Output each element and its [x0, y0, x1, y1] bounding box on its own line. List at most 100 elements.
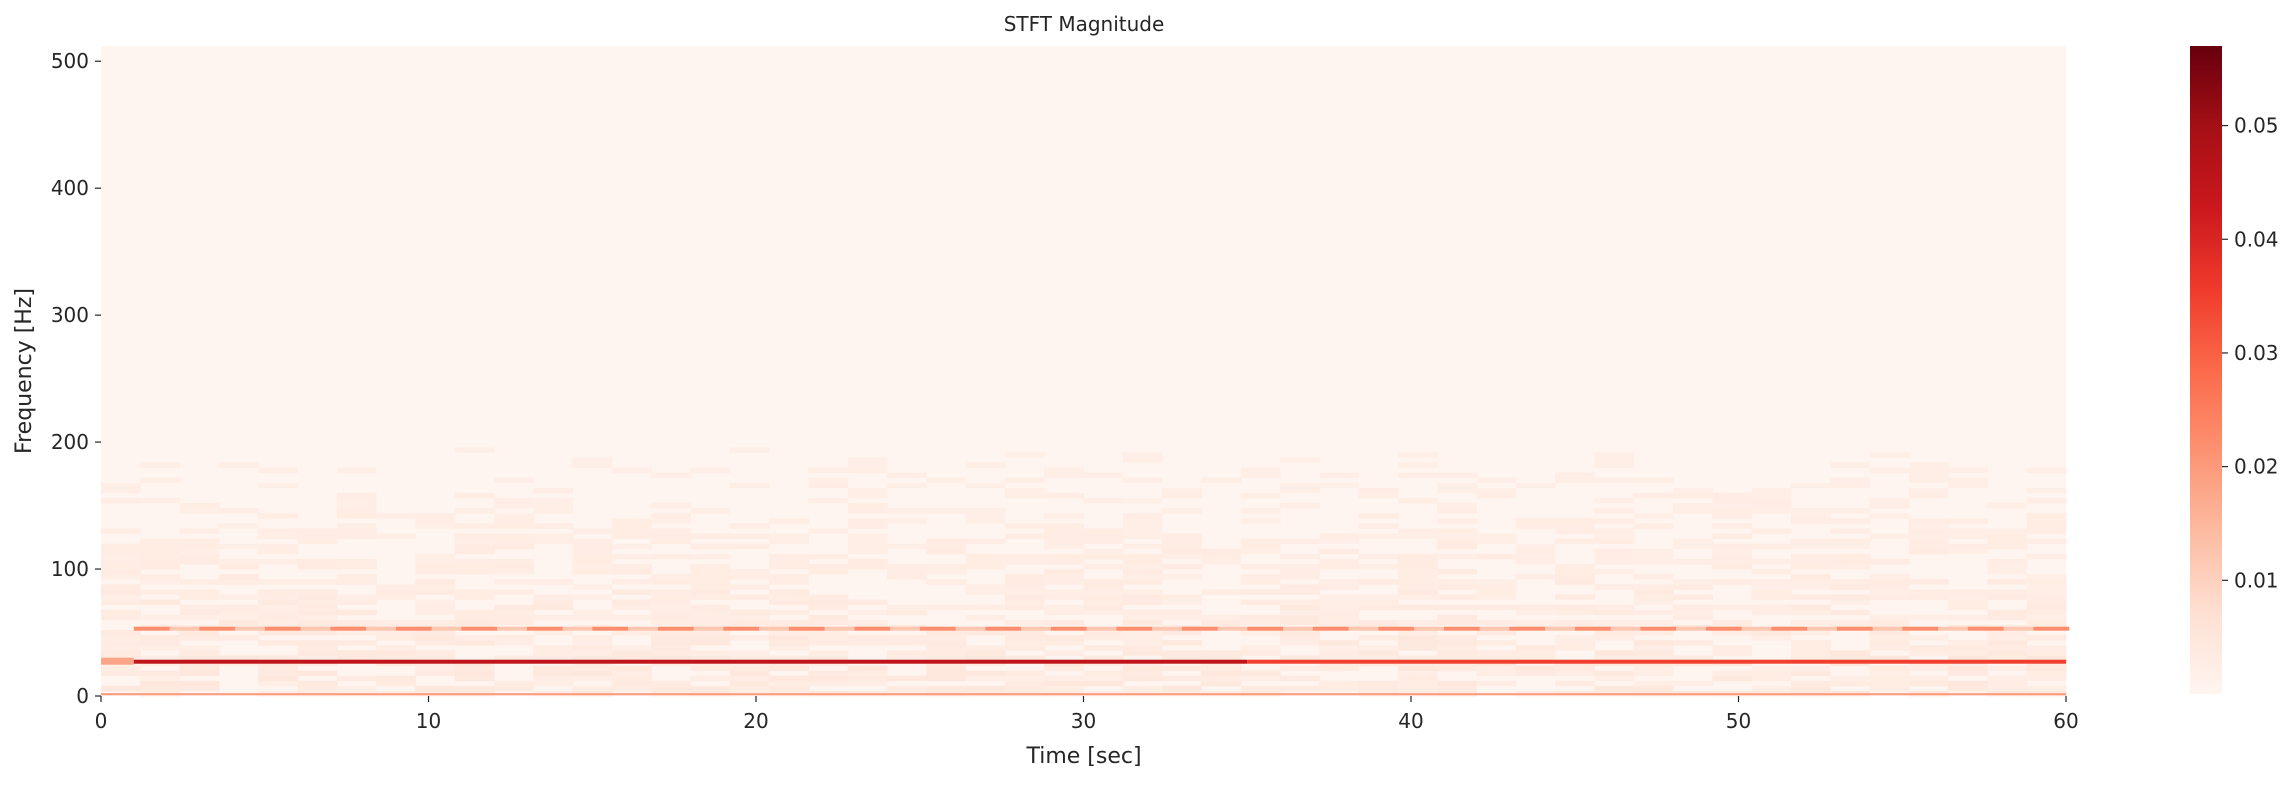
- heatmap-cell: [729, 482, 770, 489]
- heatmap-cell: [336, 528, 377, 534]
- heatmap-cell: [101, 569, 141, 575]
- heatmap-cell: [140, 558, 181, 565]
- heatmap-cell: [1790, 685, 1831, 692]
- heatmap-cell: [533, 533, 574, 539]
- heatmap-cell: [415, 685, 456, 692]
- heatmap-cell: [1673, 594, 1713, 600]
- heatmap-cell: [1790, 640, 1831, 646]
- heatmap-cell: [1201, 655, 1242, 661]
- heatmap-cell: [494, 513, 534, 519]
- heatmap-cell: [572, 553, 613, 560]
- heatmap-cell: [1555, 604, 1595, 611]
- frequency-band-segment: [562, 626, 593, 631]
- heatmap-cell: [297, 533, 338, 539]
- heatmap-cell: [140, 680, 181, 687]
- heatmap-cell: [1633, 513, 1674, 519]
- heatmap-cell: [494, 614, 534, 621]
- heatmap-cell: [1712, 548, 1753, 555]
- heatmap-cell: [179, 538, 220, 545]
- heatmap-cell: [1280, 640, 1320, 646]
- frequency-band-segment: [824, 626, 855, 631]
- heatmap-cell: [1201, 619, 1242, 626]
- heatmap-cell: [1476, 640, 1517, 646]
- heatmap-cell: [297, 604, 338, 611]
- heatmap-cell: [729, 665, 770, 671]
- heatmap-cell: [1397, 630, 1438, 636]
- heatmap-cell: [2026, 528, 2067, 534]
- heatmap-cell: [336, 574, 377, 580]
- heatmap-cell: [1280, 614, 1320, 621]
- heatmap-cell: [572, 640, 613, 646]
- heatmap-cell: [2026, 579, 2067, 585]
- heatmap-cell: [769, 675, 809, 682]
- heatmap-cell: [1712, 513, 1753, 519]
- heatmap-cell: [572, 685, 613, 692]
- heatmap-cell: [1869, 670, 1910, 677]
- heatmap-cell: [140, 498, 181, 504]
- heatmap-cell: [140, 477, 181, 484]
- heatmap-cell: [1004, 655, 1045, 661]
- heatmap-cell: [572, 558, 613, 565]
- heatmap-cell: [1633, 599, 1674, 605]
- heatmap-cell: [179, 685, 220, 692]
- heatmap-cell: [2026, 670, 2067, 677]
- heatmap-cell: [533, 508, 574, 514]
- heatmap-cell: [1319, 482, 1360, 489]
- heatmap-cell: [1908, 543, 1949, 550]
- heatmap-cell: [2026, 538, 2067, 545]
- heatmap-cell: [336, 503, 377, 509]
- heatmap-cell: [1673, 609, 1713, 616]
- heatmap-cell: [808, 670, 849, 677]
- heatmap-cell: [1437, 594, 1478, 600]
- heatmap-cell: [140, 670, 181, 677]
- heatmap-cell: [1044, 609, 1085, 616]
- heatmap-cell: [140, 538, 181, 545]
- colorbar-tick-label: 0.01: [2234, 568, 2279, 592]
- heatmap-cell: [847, 680, 888, 687]
- heatmap-cell: [494, 609, 534, 616]
- heatmap-cell: [1830, 609, 1871, 616]
- heatmap-cell: [101, 589, 141, 595]
- heatmap-cell: [769, 599, 809, 605]
- heatmap-cell: [965, 558, 1006, 565]
- heatmap-cell: [1044, 589, 1085, 595]
- heatmap-cell: [1790, 564, 1831, 570]
- heatmap-cell: [1437, 584, 1478, 590]
- heatmap-cell: [1437, 482, 1478, 489]
- heatmap-cell: [101, 528, 141, 534]
- heatmap-cell: [1712, 670, 1753, 677]
- frequency-band-segment: [1116, 626, 1153, 631]
- heatmap-cell: [847, 523, 888, 529]
- heatmap-cell: [651, 604, 692, 611]
- heatmap-cell: [218, 604, 259, 611]
- heatmap-cell: [415, 523, 456, 529]
- heatmap-cell: [1397, 528, 1438, 534]
- heatmap-cell: [847, 670, 888, 677]
- heatmap-cell: [926, 635, 967, 641]
- heatmap-cell: [1437, 518, 1478, 524]
- heatmap-cell: [572, 665, 613, 671]
- heatmap-cell: [494, 523, 534, 529]
- heatmap-cell: [1869, 665, 1910, 671]
- heatmap-cell: [769, 635, 809, 641]
- heatmap-cell: [1397, 680, 1438, 687]
- heatmap-cell: [1908, 579, 1949, 585]
- heatmap-cell: [1397, 670, 1438, 677]
- heatmap-cell: [926, 645, 967, 651]
- heatmap-cell: [1004, 685, 1045, 692]
- heatmap-cell: [1240, 472, 1281, 479]
- heatmap-cell: [1358, 579, 1399, 585]
- x-tick-label: 0: [95, 709, 108, 733]
- heatmap-cell: [1004, 619, 1045, 626]
- heatmap-cell: [1122, 609, 1163, 616]
- heatmap-cell: [415, 609, 456, 616]
- heatmap-cell: [1044, 553, 1085, 560]
- heatmap-cell: [415, 630, 456, 636]
- heatmap-cell: [1397, 569, 1438, 575]
- heatmap-cell: [1122, 518, 1163, 524]
- heatmap-cell: [1555, 564, 1595, 570]
- heatmap-cell: [651, 533, 692, 539]
- heatmap-cell: [1751, 675, 1792, 682]
- heatmap-cell: [297, 630, 338, 636]
